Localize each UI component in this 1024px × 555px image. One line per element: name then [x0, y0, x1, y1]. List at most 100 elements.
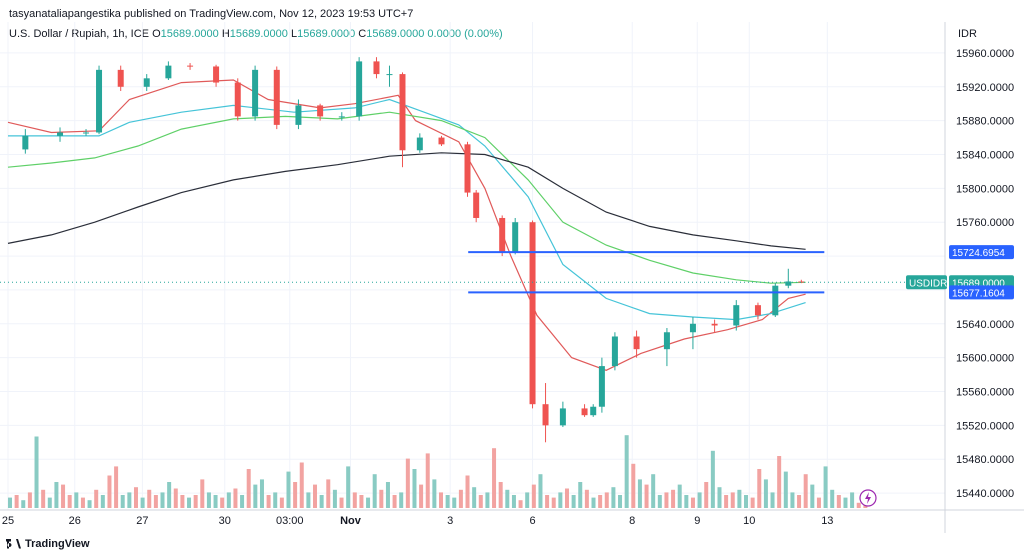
volume-bar: [724, 495, 729, 508]
volume-bar: [511, 495, 516, 508]
volume-bar: [797, 495, 802, 508]
time-tick-label: 26: [69, 515, 81, 527]
time-tick-label: 6: [529, 515, 535, 527]
candle-body: [663, 332, 670, 350]
volume-bar: [478, 495, 483, 508]
volume-bar: [306, 492, 311, 508]
volume-bar: [385, 482, 390, 508]
volume-bar: [253, 484, 258, 508]
candle-body: [473, 192, 480, 218]
volume-bar: [399, 492, 404, 508]
volume-bar: [133, 487, 138, 508]
price-tick-label: 15600.0000: [956, 353, 1014, 365]
volume-bar: [790, 492, 795, 508]
ema-line: [7, 152, 806, 250]
candle-body: [464, 144, 471, 193]
volume-bar: [730, 492, 735, 508]
ema-line: [8, 98, 806, 321]
candle-body: [386, 74, 393, 76]
volume-bar: [750, 497, 755, 508]
volume-bar: [856, 502, 861, 508]
candle-body: [785, 281, 792, 286]
volume-bar: [498, 482, 503, 508]
volume-bar: [279, 497, 284, 508]
volume-bar: [246, 469, 251, 508]
candle-body: [273, 69, 280, 125]
volume-bar: [226, 492, 231, 508]
volume-bar: [578, 482, 583, 508]
price-tag: [949, 245, 1014, 260]
volume-bar: [690, 497, 695, 508]
candle-body: [512, 222, 519, 252]
candle-body: [57, 132, 64, 136]
symbol-name: U.S. Dollar / Rupiah, 1h, ICE: [9, 28, 150, 40]
price-tick-label: 15640.0000: [956, 319, 1014, 331]
volume-bar: [160, 492, 165, 508]
volume-bar: [763, 479, 768, 508]
candle-body: [295, 105, 302, 125]
open-label: O: [152, 28, 161, 40]
volume-bar: [313, 484, 318, 508]
candle-body: [22, 135, 29, 150]
volume-bar: [485, 492, 490, 508]
volume-bar: [518, 500, 523, 508]
candle-body: [711, 323, 718, 326]
candle-body: [143, 78, 150, 87]
volume-bar: [173, 488, 178, 508]
volume-bar: [744, 495, 749, 508]
candle-body: [529, 222, 536, 405]
price-tick-label: 15800.0000: [956, 183, 1014, 195]
volume-bar: [671, 489, 676, 508]
volume-bar: [61, 484, 66, 508]
volume-bar: [472, 487, 477, 508]
volume-bar: [439, 492, 443, 508]
price-tick-label: 15520.0000: [956, 420, 1014, 432]
volume-bar: [359, 495, 364, 508]
volume-bar: [319, 495, 324, 508]
volume-bar: [233, 488, 238, 508]
volume-bar: [366, 497, 371, 508]
volume-bar: [677, 484, 682, 508]
candle-body: [165, 65, 172, 79]
time-tick-label: 27: [136, 515, 148, 527]
candle-body: [598, 366, 605, 407]
volume-bar: [843, 497, 848, 508]
volume-bar: [21, 500, 26, 508]
candle-body: [590, 406, 597, 416]
chart-area[interactable]: 15960.0000 15920.0000 15880.0000 15840.0000…: [0, 22, 1024, 533]
volume-bar: [153, 495, 158, 508]
volume-bar: [644, 484, 649, 508]
volume-bar: [74, 492, 79, 508]
volume-bar: [830, 489, 835, 508]
lightning-icon-glyph: [865, 492, 871, 504]
volume-bar: [618, 495, 623, 508]
volume-bar: [332, 489, 337, 508]
volume-bar: [114, 466, 119, 508]
volume-bar: [770, 492, 775, 508]
change-value: 0.0000 (0.00%): [427, 28, 503, 40]
time-tick-label: 25: [2, 515, 14, 527]
volume-bar: [54, 482, 59, 508]
volume-bar: [545, 495, 550, 508]
low-label: L: [290, 28, 298, 40]
high-label: H: [221, 28, 230, 40]
volume-bar: [425, 453, 430, 508]
volume-bar: [346, 466, 351, 508]
candle-body: [187, 65, 194, 67]
volume-bar: [505, 489, 510, 508]
volume-bar: [273, 492, 278, 508]
volume-bar: [637, 479, 642, 508]
candle-body: [317, 105, 324, 117]
volume-bar: [432, 479, 437, 508]
volume-bar: [624, 435, 629, 508]
volume-bar: [697, 492, 702, 508]
price-chart[interactable]: 15960.0000 15920.0000 15880.0000 15840.0000…: [0, 22, 1024, 533]
volume-bar: [34, 436, 39, 508]
candle-body: [356, 61, 363, 117]
candle-body: [213, 66, 220, 83]
volume-bar: [704, 482, 709, 508]
low-value: 15689.0000: [297, 28, 356, 40]
publish-header: tasyanataliapangestika published on Trad…: [0, 0, 1024, 26]
candle-body: [416, 137, 423, 151]
volume-bar: [193, 495, 198, 508]
